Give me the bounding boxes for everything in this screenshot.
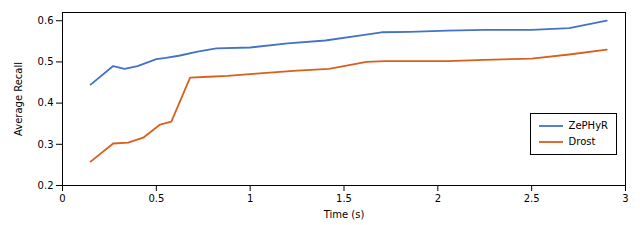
svg-text:0.2: 0.2 bbox=[38, 180, 54, 191]
svg-text:0: 0 bbox=[59, 193, 65, 204]
svg-text:Average Recall: Average Recall bbox=[13, 62, 24, 136]
svg-text:0.6: 0.6 bbox=[38, 15, 54, 26]
svg-text:0.5: 0.5 bbox=[148, 193, 164, 204]
svg-text:2: 2 bbox=[435, 193, 441, 204]
svg-text:0.4: 0.4 bbox=[38, 97, 54, 108]
html-text:ZePHyR: ZePHyR bbox=[568, 120, 608, 131]
svg-text:1.5: 1.5 bbox=[336, 193, 352, 204]
svg-text:2.5: 2.5 bbox=[524, 193, 540, 204]
svg-text:Time (s): Time (s) bbox=[323, 209, 365, 220]
html-text:Drost: Drost bbox=[568, 136, 596, 147]
svg-text:1: 1 bbox=[247, 193, 253, 204]
svg-text:3: 3 bbox=[622, 193, 628, 204]
svg-text:0.5: 0.5 bbox=[38, 56, 54, 67]
svg-text:0.3: 0.3 bbox=[38, 139, 54, 150]
